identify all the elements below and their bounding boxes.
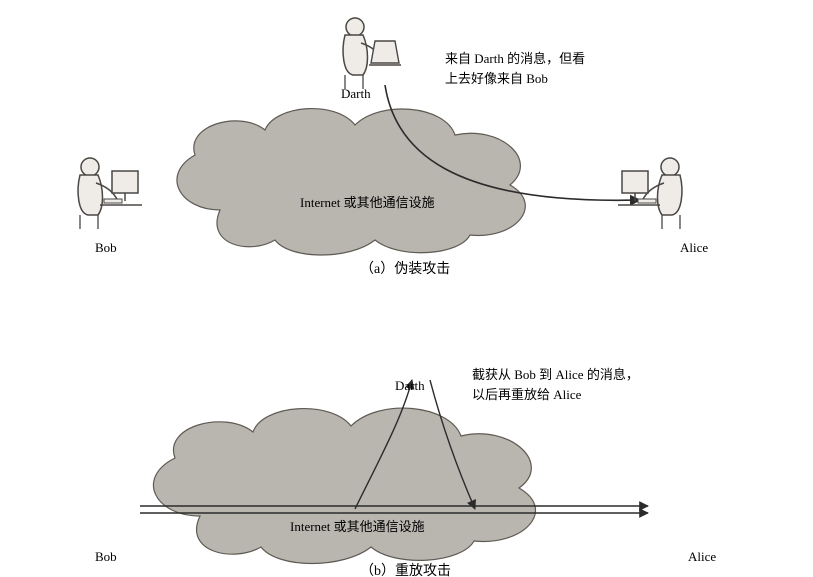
note-b-line2: 以后再重放给 Alice xyxy=(472,384,581,403)
caption-b: （b）重放攻击 xyxy=(360,560,451,577)
cloud-b xyxy=(153,408,535,563)
alice-b-label: Alice xyxy=(688,549,716,565)
bob-b-label: Bob xyxy=(95,549,117,565)
alice-a-label: Alice xyxy=(680,240,708,256)
darth-b-label: Darth xyxy=(395,378,425,394)
caption-a: （a）伪装攻击 xyxy=(360,258,450,278)
note-a-line1: 来自 Darth 的消息，但看 xyxy=(445,48,585,67)
cloud-a-label: Internet 或其他通信设施 xyxy=(300,192,435,211)
darth-a-label: Darth xyxy=(341,86,371,102)
darth-figure xyxy=(343,18,401,89)
note-b-line1: 截获从 Bob 到 Alice 的消息， xyxy=(472,364,639,383)
note-a-line2: 上去好像来自 Bob xyxy=(445,68,548,87)
cloud-b-label: Internet 或其他通信设施 xyxy=(290,516,425,535)
bob-a-label: Bob xyxy=(95,240,117,256)
bob-figure xyxy=(78,158,142,229)
alice-figure xyxy=(618,158,682,229)
